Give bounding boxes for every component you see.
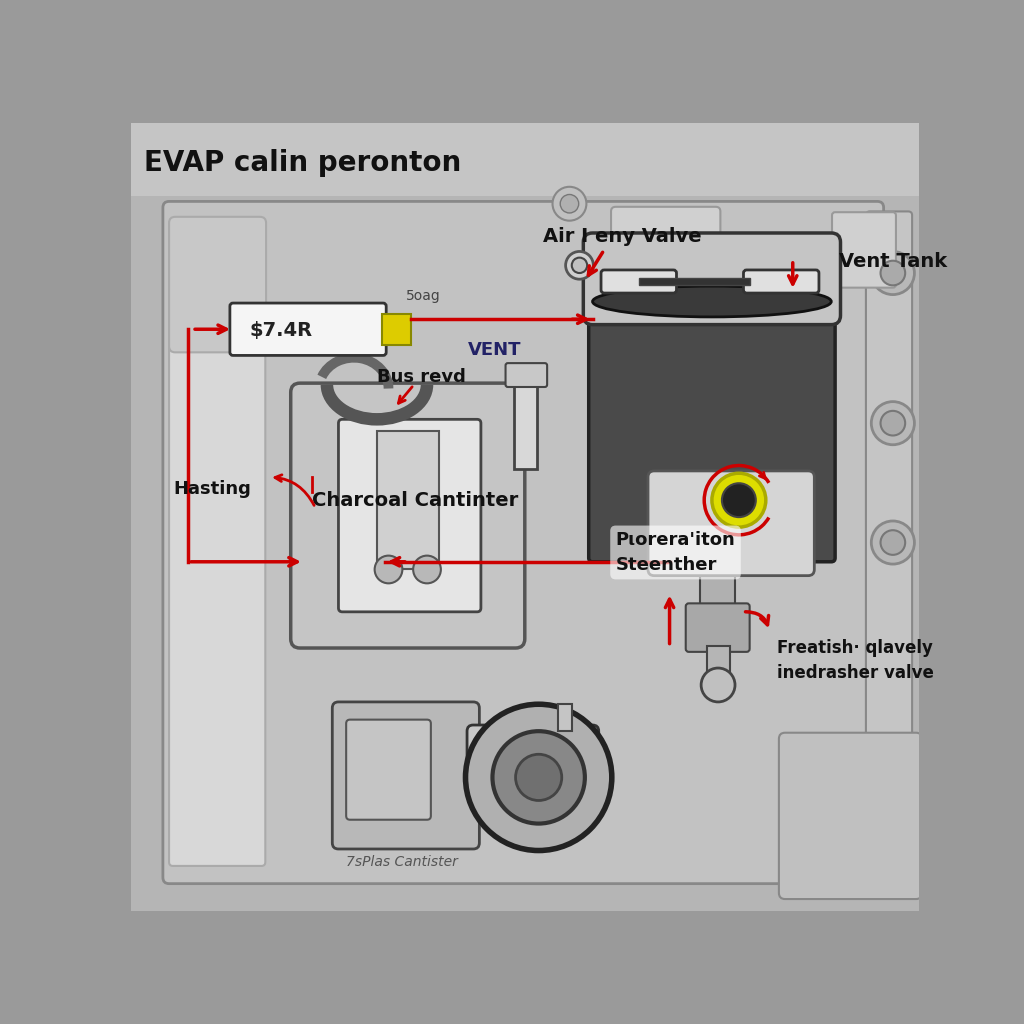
Circle shape xyxy=(881,530,905,555)
FancyBboxPatch shape xyxy=(467,725,599,792)
Circle shape xyxy=(701,668,735,701)
FancyBboxPatch shape xyxy=(589,289,836,562)
FancyBboxPatch shape xyxy=(584,233,841,325)
Circle shape xyxy=(493,731,585,823)
Text: $7.4R: $7.4R xyxy=(250,322,313,340)
FancyBboxPatch shape xyxy=(833,212,896,288)
Text: Charcoal Cantinter: Charcoal Cantinter xyxy=(311,490,518,510)
FancyBboxPatch shape xyxy=(230,303,386,355)
Bar xyxy=(382,313,411,345)
FancyBboxPatch shape xyxy=(866,211,912,866)
Circle shape xyxy=(871,252,914,295)
Circle shape xyxy=(553,186,587,220)
Bar xyxy=(700,562,735,608)
Text: Vent Tank: Vent Tank xyxy=(839,252,947,271)
FancyBboxPatch shape xyxy=(169,319,265,866)
Circle shape xyxy=(571,258,587,273)
FancyBboxPatch shape xyxy=(686,603,750,652)
Bar xyxy=(377,431,438,569)
Circle shape xyxy=(712,473,766,527)
Text: VENT: VENT xyxy=(468,341,521,359)
FancyBboxPatch shape xyxy=(333,701,479,849)
Circle shape xyxy=(881,261,905,286)
FancyBboxPatch shape xyxy=(611,207,720,293)
Circle shape xyxy=(871,401,914,444)
Circle shape xyxy=(722,483,756,517)
Text: 5oag: 5oag xyxy=(406,289,440,303)
FancyBboxPatch shape xyxy=(346,720,431,820)
FancyBboxPatch shape xyxy=(648,471,814,575)
FancyBboxPatch shape xyxy=(169,217,266,352)
FancyBboxPatch shape xyxy=(506,364,547,387)
Circle shape xyxy=(565,252,593,280)
Circle shape xyxy=(375,556,402,584)
Bar xyxy=(514,377,538,469)
Text: Pιorera'iton
Steenther: Pιorera'iton Steenther xyxy=(615,531,735,574)
Text: Freatish· qlavely
inedrasher valve: Freatish· qlavely inedrasher valve xyxy=(777,639,934,682)
Text: Air I eny Valve: Air I eny Valve xyxy=(543,227,701,247)
Circle shape xyxy=(560,195,579,213)
Circle shape xyxy=(881,411,905,435)
FancyBboxPatch shape xyxy=(601,270,677,293)
Bar xyxy=(558,705,571,731)
FancyBboxPatch shape xyxy=(743,270,819,293)
Circle shape xyxy=(871,521,914,564)
Ellipse shape xyxy=(593,286,831,316)
FancyBboxPatch shape xyxy=(779,733,923,899)
Bar xyxy=(639,279,751,285)
Bar xyxy=(131,123,920,196)
FancyBboxPatch shape xyxy=(339,420,481,611)
Circle shape xyxy=(413,556,441,584)
Circle shape xyxy=(466,705,611,851)
Text: 7sPlas Cantister: 7sPlas Cantister xyxy=(346,855,458,869)
FancyBboxPatch shape xyxy=(132,125,918,909)
Text: EVAP calin peronton: EVAP calin peronton xyxy=(144,148,462,177)
FancyBboxPatch shape xyxy=(291,383,524,648)
Text: Hasting: Hasting xyxy=(173,479,251,498)
FancyBboxPatch shape xyxy=(163,202,884,884)
Bar xyxy=(707,646,730,677)
Text: Bus revd: Bus revd xyxy=(377,368,466,386)
Circle shape xyxy=(515,755,562,801)
